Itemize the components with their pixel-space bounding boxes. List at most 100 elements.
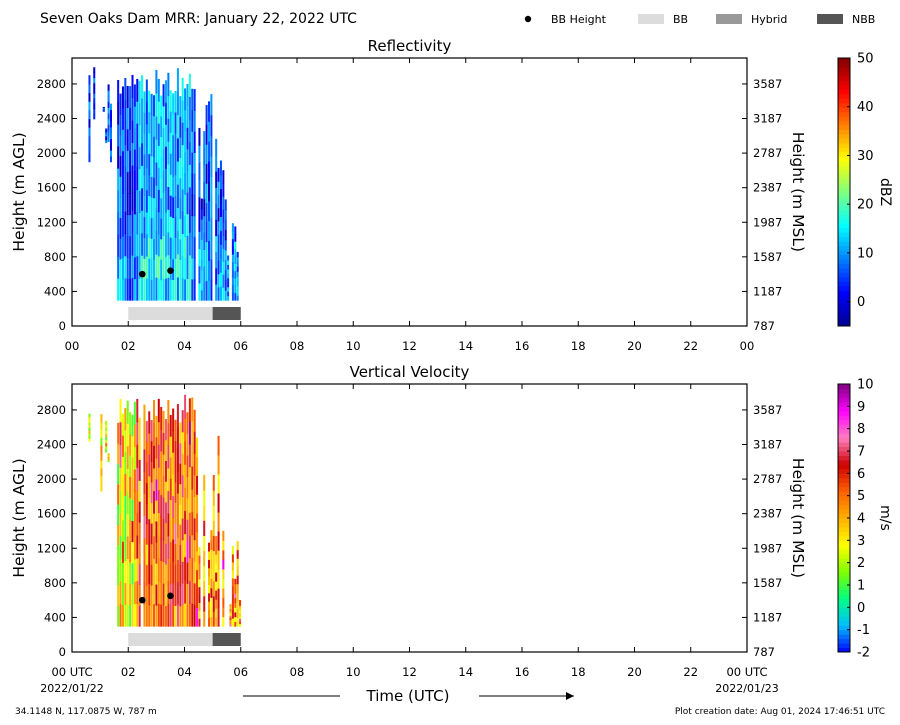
heatmap-cell xyxy=(131,499,134,521)
colorbar-tick-label: 50 xyxy=(857,52,874,67)
heatmap-cell xyxy=(105,439,108,444)
heatmap-cell xyxy=(164,563,167,586)
heatmap-cell xyxy=(222,597,225,608)
heatmap-cell xyxy=(198,282,201,301)
heatmap-cell xyxy=(148,258,151,280)
heatmap-cell xyxy=(107,101,110,108)
heatmap-cell xyxy=(184,236,187,259)
heatmap-cell xyxy=(193,131,196,153)
colorbar-segment xyxy=(838,607,850,613)
heatmap-cell xyxy=(150,420,153,442)
heatmap-cell xyxy=(143,426,146,450)
heatmap-cell xyxy=(239,615,242,619)
heatmap-cell xyxy=(129,214,132,237)
colorbar-segment xyxy=(838,518,850,523)
heatmap-cell xyxy=(186,412,189,435)
colorbar-segment xyxy=(838,290,850,296)
heatmap-cell xyxy=(93,67,96,73)
heatmap-cell xyxy=(184,464,187,488)
heatmap-cell xyxy=(198,562,201,572)
heatmap-cell xyxy=(224,229,227,241)
heatmap-cell xyxy=(160,560,163,583)
panel-title: Reflectivity xyxy=(368,37,452,55)
heatmap-cell xyxy=(172,473,175,497)
heatmap-cell xyxy=(121,86,124,109)
heatmap-cell xyxy=(162,518,165,541)
heatmap-cell xyxy=(164,168,167,191)
heatmap-cell xyxy=(236,541,239,551)
heatmap-cell xyxy=(150,217,153,239)
heatmap-cell xyxy=(100,452,103,461)
heatmap-cell xyxy=(172,176,175,198)
colorbar-segment xyxy=(838,513,850,519)
heatmap-cell xyxy=(143,216,146,239)
heatmap-cell xyxy=(229,610,232,614)
heatmap-cell xyxy=(145,167,148,191)
heatmap-cell xyxy=(153,535,156,559)
heatmap-cell xyxy=(215,563,218,573)
heatmap-cell xyxy=(124,451,127,475)
heatmap-cell xyxy=(184,130,187,153)
heatmap-cell xyxy=(121,583,124,606)
heatmap-cell xyxy=(227,264,230,270)
colorbar-segment xyxy=(838,223,850,229)
heatmap-cell xyxy=(231,230,234,240)
heatmap-cell xyxy=(179,177,182,199)
heatmap-cell xyxy=(219,286,222,301)
heatmap-cell xyxy=(210,114,213,136)
heatmap-cell xyxy=(172,452,175,475)
heatmap-cell xyxy=(207,542,211,552)
heatmap-cell xyxy=(234,285,237,294)
heatmap-cell xyxy=(196,607,199,627)
heatmap-cell xyxy=(222,559,225,570)
heatmap-cell xyxy=(181,144,184,168)
heatmap-cell xyxy=(160,428,163,452)
heatmap-cell xyxy=(176,537,179,561)
heatmap-cell xyxy=(129,257,132,280)
heatmap-cell xyxy=(105,129,108,132)
heatmap-cell xyxy=(109,115,113,122)
heatmap-cell xyxy=(133,401,136,425)
heatmap-cell xyxy=(117,190,120,213)
heatmap-cell xyxy=(207,609,211,619)
colorbar-segment xyxy=(838,133,850,139)
heatmap-cell xyxy=(109,138,113,145)
heatmap-cell xyxy=(155,520,158,543)
colorbar-segment xyxy=(838,75,850,81)
colorbar-segment xyxy=(838,526,850,532)
heatmap-cell xyxy=(236,558,239,568)
heatmap-cell xyxy=(219,272,222,287)
heatmap-cell xyxy=(186,256,189,280)
heatmap-cell xyxy=(176,559,179,583)
heatmap-cell xyxy=(121,604,124,627)
y-tick-label-right: 1187 xyxy=(753,610,782,624)
heatmap-cell xyxy=(160,450,163,474)
heatmap-cell xyxy=(239,620,242,625)
heatmap-cell xyxy=(145,564,148,586)
colorbar-segment xyxy=(838,437,850,443)
heatmap-cell xyxy=(196,494,199,514)
y-tick-label: 2800 xyxy=(37,403,66,417)
heatmap-cell xyxy=(217,435,220,456)
heatmap-cell xyxy=(210,597,213,608)
heatmap-cell xyxy=(109,144,113,151)
heatmap-cell xyxy=(162,170,165,193)
heatmap-cell xyxy=(145,462,148,484)
y-tick-label: 400 xyxy=(44,610,66,624)
heatmap-cell xyxy=(117,79,120,103)
heatmap-cell xyxy=(100,460,103,469)
heatmap-cell xyxy=(148,518,151,541)
heatmap-cell xyxy=(126,468,129,492)
heatmap-cell xyxy=(150,461,153,483)
legend-swatch-hybrid xyxy=(716,14,742,24)
heatmap-cell xyxy=(105,128,108,131)
heatmap-cell xyxy=(174,522,177,545)
heatmap-cell xyxy=(133,469,136,493)
colorbar-segment xyxy=(838,200,850,206)
heatmap-cell xyxy=(143,237,146,259)
heatmap-cell xyxy=(186,540,189,563)
heatmap-cell xyxy=(191,603,194,627)
heatmap-cell xyxy=(88,75,91,85)
heatmap-cell xyxy=(121,562,124,585)
heatmap-cell xyxy=(174,543,177,565)
